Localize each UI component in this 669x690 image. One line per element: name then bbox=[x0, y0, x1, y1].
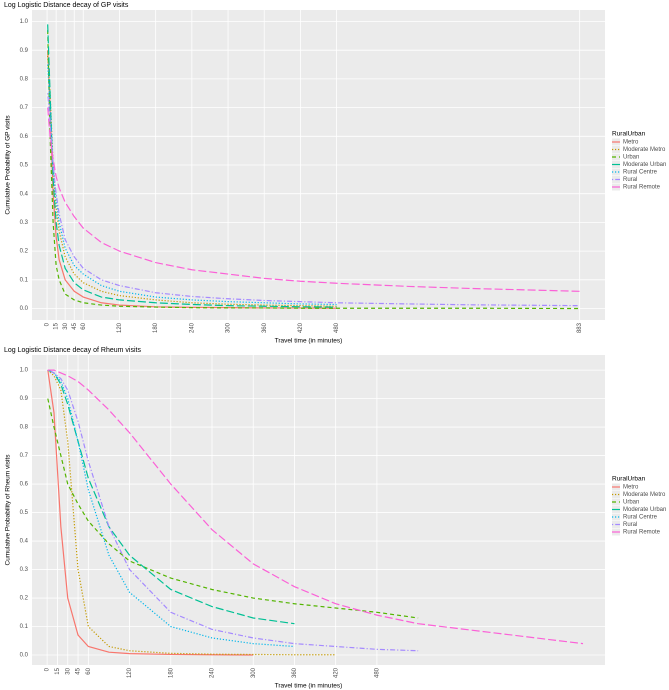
x-tick-label: 180 bbox=[168, 667, 174, 678]
y-tick-label: 0.0 bbox=[20, 653, 29, 659]
x-tick-label: 360 bbox=[262, 322, 268, 333]
y-tick-label: 0.5 bbox=[20, 510, 29, 516]
legend-label: Moderate Urban bbox=[623, 162, 666, 168]
x-tick-label: 60 bbox=[81, 322, 87, 329]
x-tick-label: 300 bbox=[251, 667, 257, 678]
y-tick-label: 0.1 bbox=[20, 277, 29, 283]
y-tick-label: 0.7 bbox=[20, 453, 29, 459]
x-tick-label: 45 bbox=[76, 667, 82, 674]
series-line bbox=[47, 55, 337, 307]
legend-label: Moderate Metro bbox=[623, 147, 666, 153]
y-tick-label: 0.9 bbox=[20, 396, 29, 402]
x-axis-label: Travel time (in minutes) bbox=[275, 338, 343, 345]
series-line bbox=[47, 107, 580, 292]
series-line bbox=[47, 24, 337, 308]
x-tick-label: 240 bbox=[210, 667, 216, 678]
y-tick-label: 0.2 bbox=[20, 596, 29, 602]
legend-label: Rural Centre bbox=[623, 170, 658, 176]
x-tick-label: 300 bbox=[226, 322, 232, 333]
y-tick-label: 0.4 bbox=[20, 191, 29, 197]
legend-label: Metro bbox=[623, 485, 639, 491]
x-axis-label: Travel time (in minutes) bbox=[275, 683, 343, 690]
series-line bbox=[47, 369, 295, 625]
series-line bbox=[47, 369, 336, 656]
y-tick-label: 0.5 bbox=[20, 163, 29, 169]
legend-label: Urban bbox=[623, 500, 639, 506]
series-line bbox=[47, 369, 584, 645]
legend-label: Rural Centre bbox=[623, 515, 658, 521]
y-tick-label: 0.8 bbox=[20, 76, 29, 82]
legend-label: Metro bbox=[623, 140, 639, 146]
y-tick-label: 0.6 bbox=[20, 482, 29, 488]
x-tick-label: 0 bbox=[45, 322, 51, 326]
y-tick-label: 1.0 bbox=[20, 19, 29, 25]
x-tick-label: 480 bbox=[334, 322, 340, 333]
legend-label: Rural Remote bbox=[623, 185, 661, 191]
y-tick-label: 0.9 bbox=[20, 48, 29, 54]
x-tick-label: 480 bbox=[374, 667, 380, 678]
x-tick-label: 883 bbox=[577, 322, 583, 333]
legend-label: Rural Remote bbox=[623, 530, 661, 536]
x-tick-label: 30 bbox=[63, 322, 69, 329]
y-tick-label: 0.7 bbox=[20, 105, 29, 111]
series-line bbox=[47, 398, 419, 619]
legend-title: RuralUrban bbox=[612, 476, 646, 483]
series-line bbox=[47, 369, 419, 652]
x-tick-label: 420 bbox=[333, 667, 339, 678]
x-tick-label: 30 bbox=[65, 667, 71, 674]
series-line bbox=[47, 369, 295, 648]
y-tick-label: 0.3 bbox=[20, 567, 29, 573]
x-tick-label: 0 bbox=[45, 667, 51, 671]
x-tick-label: 360 bbox=[292, 667, 298, 678]
legend-label: Moderate Urban bbox=[623, 507, 666, 513]
legend-label: Rural bbox=[623, 177, 637, 183]
plot-background bbox=[32, 355, 605, 665]
y-tick-label: 1.0 bbox=[20, 368, 29, 374]
series-line bbox=[47, 93, 580, 307]
x-tick-label: 240 bbox=[189, 322, 195, 333]
chart-title: Log Logistic Distance decay of Rheum vis… bbox=[4, 347, 141, 354]
x-tick-label: 180 bbox=[153, 322, 159, 333]
x-tick-label: 15 bbox=[55, 667, 61, 674]
legend-title: RuralUrban bbox=[612, 131, 646, 138]
y-tick-label: 0.4 bbox=[20, 539, 29, 545]
y-tick-label: 0.8 bbox=[20, 425, 29, 431]
legend-label: Moderate Metro bbox=[623, 492, 666, 498]
legend-label: Urban bbox=[623, 155, 639, 161]
series-line bbox=[47, 30, 580, 310]
x-tick-label: 45 bbox=[72, 322, 78, 329]
chart-title: Log Logistic Distance decay of GP visits bbox=[4, 2, 129, 9]
y-tick-label: 0.6 bbox=[20, 134, 29, 140]
x-tick-label: 60 bbox=[86, 667, 92, 674]
y-tick-label: 0.0 bbox=[20, 306, 29, 312]
x-tick-label: 120 bbox=[127, 667, 133, 678]
y-axis-label: Cumulative Probability of GP visits bbox=[5, 115, 12, 215]
x-tick-label: 420 bbox=[298, 322, 304, 333]
x-tick-label: 120 bbox=[117, 322, 123, 333]
y-tick-label: 0.1 bbox=[20, 624, 29, 630]
y-tick-label: 0.2 bbox=[20, 249, 29, 255]
x-tick-label: 15 bbox=[54, 322, 60, 329]
y-axis-label: Cumulative Probability of Rheum visits bbox=[5, 454, 12, 566]
y-tick-label: 0.3 bbox=[20, 220, 29, 226]
series-line bbox=[47, 370, 254, 656]
legend-label: Rural bbox=[623, 522, 637, 528]
